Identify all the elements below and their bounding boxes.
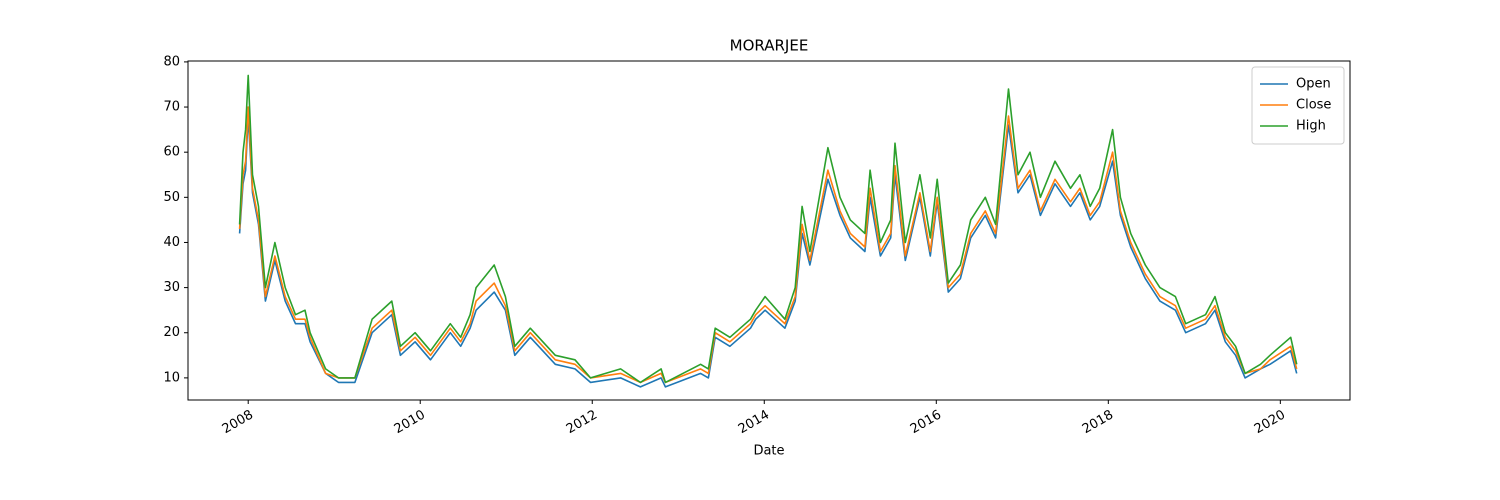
legend-box [1251,66,1345,145]
legend-label: Open [1296,77,1331,92]
legend-label: Close [1296,98,1331,113]
y-tick-label: 40 [163,235,180,250]
series-line [238,74,1298,384]
y-tick-label: 20 [163,325,180,340]
plot-frame [187,60,1351,401]
y-tick-label: 30 [163,280,180,295]
x-axis-label: Date [753,444,784,459]
y-tick-label: 50 [163,190,180,205]
y-tick-label: 10 [163,370,180,385]
series-line [238,106,1298,384]
y-tick-label: 70 [163,100,180,115]
chart-title: MORARJEE [730,37,809,55]
legend-label: High [1296,119,1326,134]
y-tick-label: 80 [163,54,180,69]
y-tick-label: 60 [163,145,180,160]
